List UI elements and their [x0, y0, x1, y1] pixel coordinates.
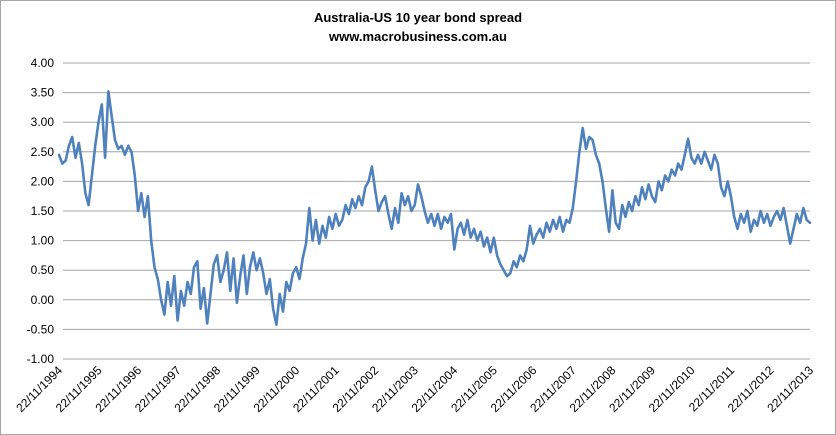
y-tick-label: 3.00	[31, 115, 55, 129]
y-tick-label: 0.50	[31, 263, 55, 277]
y-tick-label: 1.50	[31, 204, 55, 218]
y-tick-label: -1.00	[27, 352, 55, 366]
y-tick-label: 4.00	[31, 56, 55, 70]
y-tick-label: 3.50	[31, 86, 55, 100]
chart-subtitle: www.macrobusiness.com.au	[329, 29, 507, 44]
series-line-au-us-spread	[57, 90, 812, 327]
y-tick-label: 2.50	[31, 145, 55, 159]
y-tick-label: 1.00	[31, 234, 55, 248]
y-tick-label: -0.50	[27, 322, 55, 336]
chart-title: Australia-US 10 year bond spread	[313, 10, 523, 25]
chart-title-block: Australia-US 10 year bond spread www.mac…	[1, 8, 835, 46]
y-tick-label: 0.00	[31, 293, 55, 307]
y-tick-label: 2.00	[31, 174, 55, 188]
